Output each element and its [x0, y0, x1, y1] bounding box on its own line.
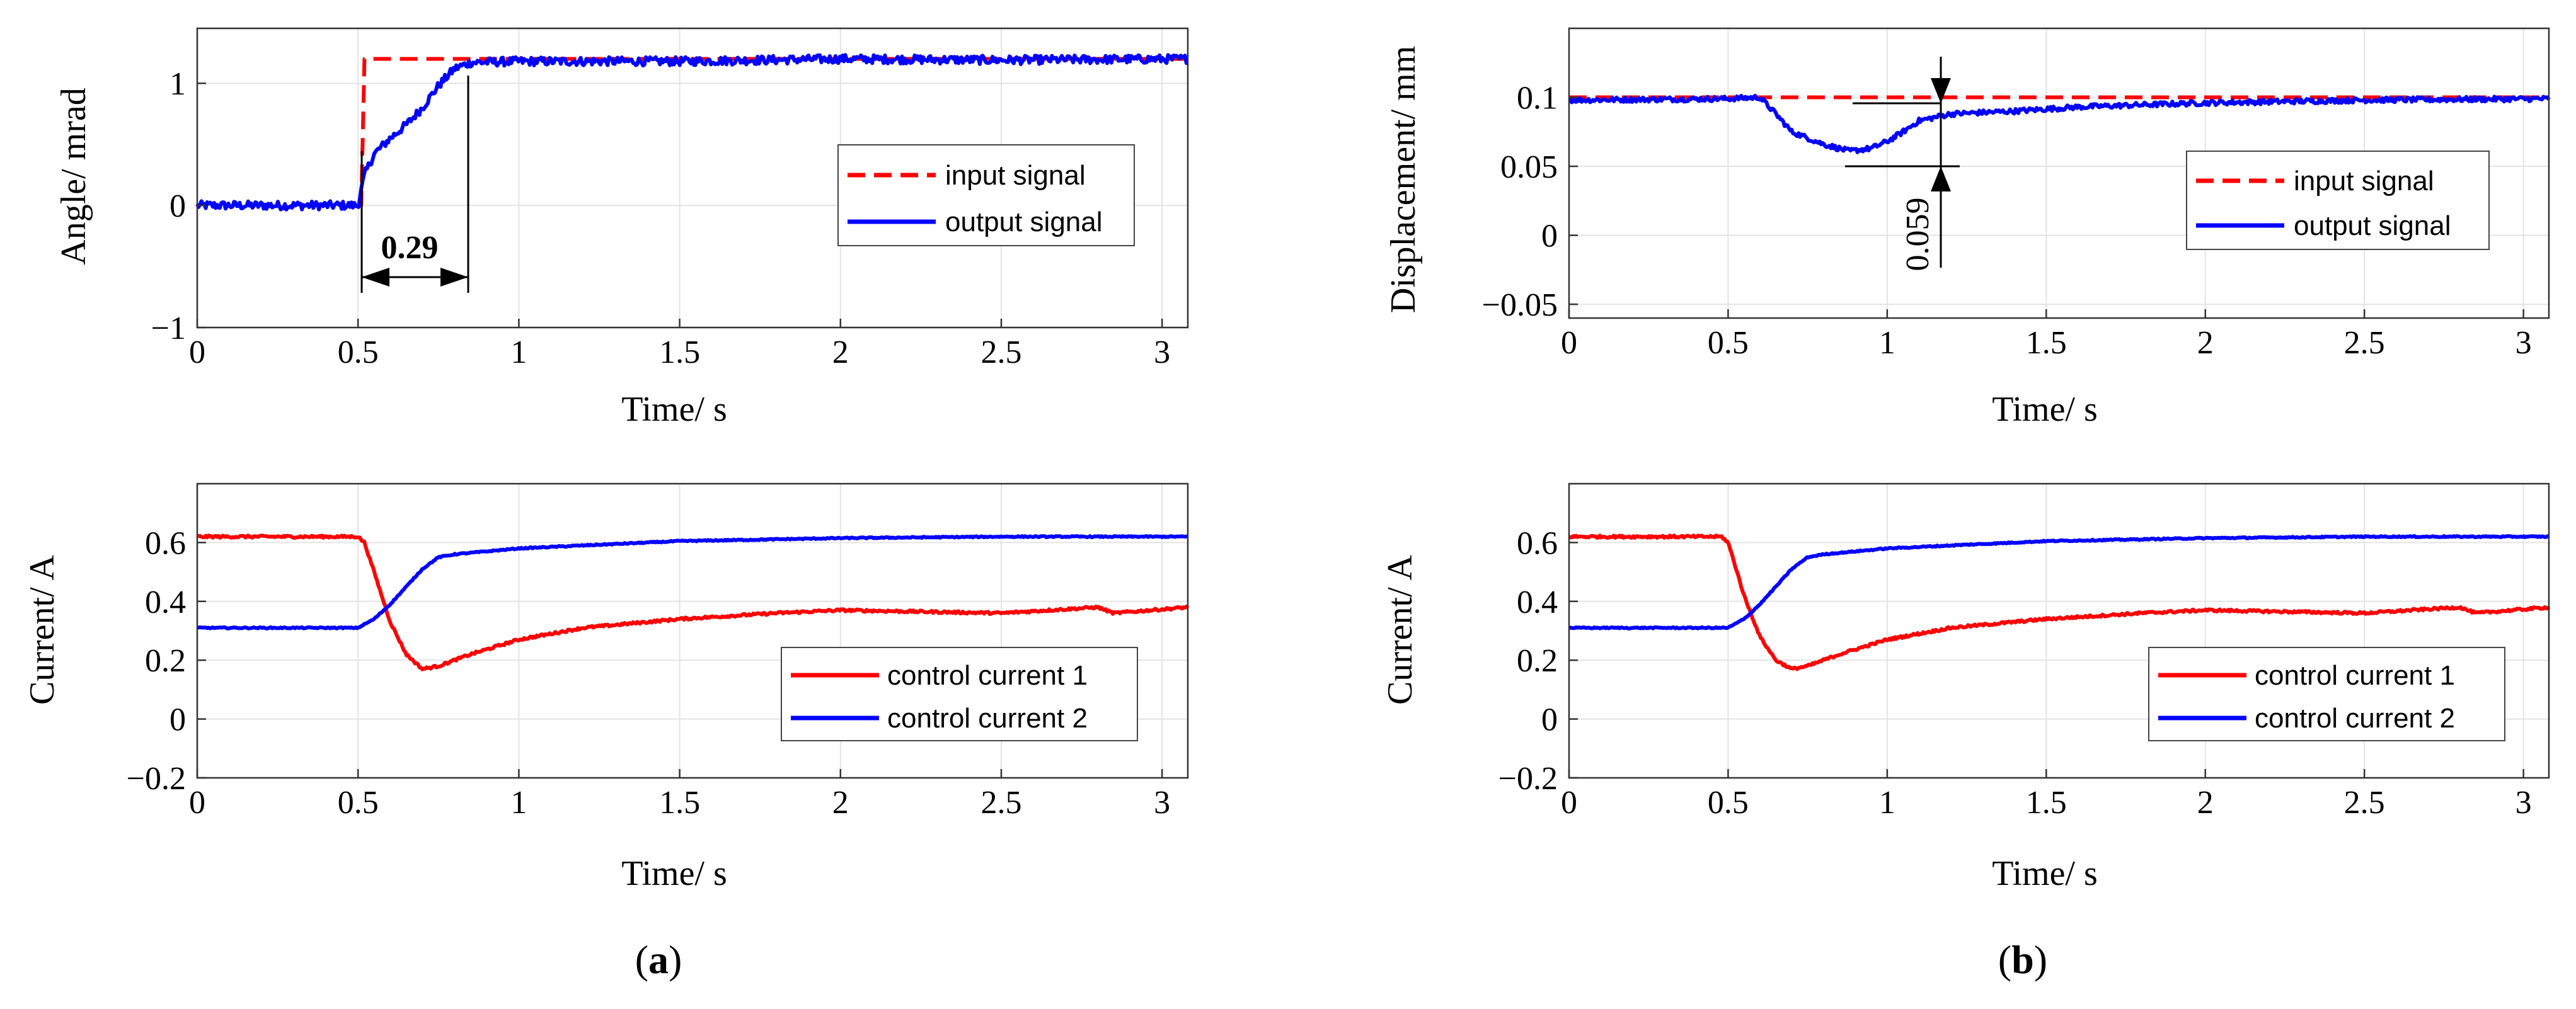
- xlabel-b-bottom: Time/ s: [1992, 854, 2098, 893]
- x-tick-label: 2.5: [980, 334, 1021, 370]
- legend-box: [781, 647, 1138, 741]
- series-line-control-current-1: [197, 533, 1190, 671]
- xlabel-a-bottom: Time/ s: [621, 854, 727, 893]
- plot-area: 0 0.5 1 1.5 2 2.5 3−0.200.20.40.6: [1498, 482, 2551, 821]
- x-tick-label: 2: [2197, 325, 2214, 361]
- x-tick-label: 0: [189, 785, 205, 821]
- span-arrow-right: [440, 268, 468, 287]
- caption-a: (a): [635, 937, 682, 982]
- y-tick-label: 0.4: [145, 584, 186, 620]
- x-tick-label: 1.5: [2026, 325, 2067, 361]
- series-line-control-current-2: [197, 534, 1188, 630]
- x-tick-label: 1: [510, 785, 527, 821]
- x-tick-label: 2: [832, 334, 849, 370]
- legend-a-top: input signal output signal: [837, 144, 1135, 246]
- caption-a-letter: a: [648, 937, 669, 982]
- chart-a-bottom: 0 0.5 1 1.5 2 2.5 3−0.200.20.40.6 Current/ A T…: [23, 482, 1190, 893]
- y-tick-label: 0.05: [1500, 149, 1558, 185]
- dim-label: 0.059: [1900, 198, 1936, 271]
- ylabel-b-top: Displacement/ mm: [1384, 46, 1423, 314]
- y-tick-label: 0.4: [1517, 584, 1558, 620]
- dim-arrow-bottom: [1931, 166, 1951, 191]
- legend-box: [2186, 151, 2490, 250]
- axes-frame: [1568, 27, 2550, 319]
- y-tick-label: −0.2: [1498, 761, 1558, 797]
- y-tick-label: −0.05: [1482, 287, 1558, 323]
- x-tick-label: 0.5: [338, 334, 379, 370]
- x-tick-label: 0: [1561, 785, 1577, 821]
- x-tick-label: 1.5: [659, 334, 700, 370]
- dimension-annotation-b: 0.059: [1845, 57, 1960, 271]
- xlabel-b-top: Time/ s: [1992, 390, 2098, 429]
- x-tick-label: 2.5: [2344, 325, 2385, 361]
- axes-frame: [196, 27, 1189, 329]
- x-tick-label: 2: [2197, 785, 2214, 821]
- x-tick-label: 1: [1879, 785, 1895, 821]
- x-tick-label: 0: [1561, 325, 1577, 361]
- x-tick-label: 3: [2516, 325, 2532, 361]
- y-tick-label: 0.1: [1517, 81, 1558, 117]
- y-tick-label: −0.2: [127, 761, 186, 797]
- legend-label-output: output signal: [945, 207, 1103, 237]
- caption-b-letter: b: [2011, 937, 2034, 982]
- xlabel-a-top: Time/ s: [621, 390, 727, 429]
- legend-label-input: input signal: [945, 160, 1086, 191]
- x-tick-label: 0.5: [338, 785, 379, 821]
- legend-label-current-1: control current 1: [887, 660, 1088, 691]
- legend-b-bottom: control current 1 control current 2: [2148, 647, 2505, 741]
- x-tick-label: 1.5: [2026, 785, 2067, 821]
- x-tick-label: 0.5: [1708, 325, 1749, 361]
- chart-b-bottom: 0 0.5 1 1.5 2 2.5 3−0.200.20.40.6 Current/ A T…: [1381, 482, 2551, 893]
- span-label: 0.29: [381, 230, 439, 266]
- plot-area: 0 0.5 1 1.5 2 2.5 3−101: [151, 27, 1189, 370]
- chart-a-top: 0 0.5 1 1.5 2 2.5 3−101 Angle/ mrad Time/ s in…: [54, 27, 1189, 429]
- x-tick-label: 2.5: [2344, 785, 2385, 821]
- x-tick-label: 1.5: [659, 785, 700, 821]
- legend-label-current-2: control current 2: [887, 703, 1088, 734]
- axes-frame: [196, 482, 1189, 779]
- x-tick-label: 3: [2516, 785, 2532, 821]
- x-tick-label: 2.5: [980, 785, 1021, 821]
- y-tick-label: 0: [170, 702, 186, 738]
- axes-frame: [1568, 482, 2550, 779]
- y-tick-label: 0.6: [145, 525, 186, 561]
- ylabel-a-bottom: Current/ A: [23, 554, 62, 705]
- legend-box: [2148, 647, 2505, 741]
- legend-label-current-2: control current 2: [2255, 703, 2455, 734]
- y-tick-label: −1: [151, 311, 186, 346]
- series-line-control-current-1: [1568, 533, 2551, 671]
- series-line-control-current-2: [1568, 534, 2550, 630]
- y-tick-label: 1: [170, 66, 186, 102]
- series-line-output-signal: [1568, 94, 2551, 154]
- legend-label-output: output signal: [2294, 210, 2451, 241]
- legend-b-top: input signal output signal: [2186, 151, 2490, 250]
- y-tick-label: 0: [1541, 702, 1558, 738]
- legend-a-bottom: control current 1 control current 2: [781, 647, 1138, 741]
- ylabel-b-bottom: Current/ A: [1381, 554, 1420, 705]
- y-tick-label: 0: [170, 188, 186, 224]
- ylabel-a-top: Angle/ mrad: [54, 88, 93, 265]
- y-tick-label: 0.2: [145, 643, 186, 679]
- y-tick-label: 0: [1541, 219, 1558, 254]
- span-annotation-a: 0.29: [360, 76, 469, 293]
- caption-b: (b): [1998, 937, 2047, 982]
- legend-label-input: input signal: [2294, 166, 2434, 197]
- legend-label-current-1: control current 1: [2255, 660, 2455, 691]
- y-tick-label: 0.6: [1517, 525, 1558, 561]
- x-tick-label: 2: [832, 785, 849, 821]
- y-tick-label: 0.2: [1517, 643, 1558, 679]
- x-tick-label: 0: [189, 334, 205, 370]
- x-tick-label: 3: [1154, 334, 1170, 370]
- x-tick-label: 1: [1879, 325, 1895, 361]
- x-tick-label: 0.5: [1708, 785, 1749, 821]
- dim-arrow-top: [1931, 78, 1951, 103]
- x-tick-label: 1: [510, 334, 527, 370]
- legend-box: [837, 144, 1135, 246]
- span-arrow-left: [362, 268, 389, 287]
- x-tick-label: 3: [1154, 785, 1170, 821]
